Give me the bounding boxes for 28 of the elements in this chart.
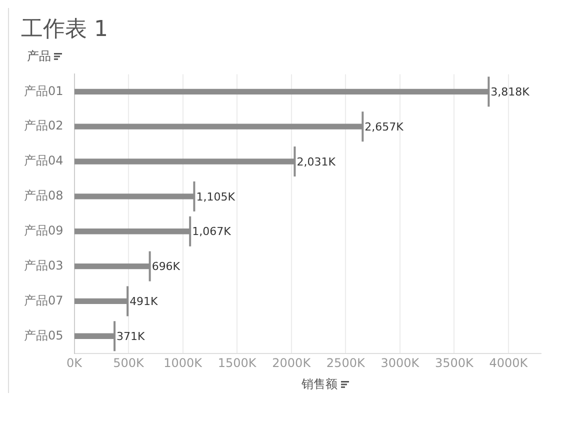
x-tick-label: 3000K	[380, 356, 420, 370]
x-tick-label: 3500K	[434, 356, 474, 370]
x-tick-label: 2000K	[272, 356, 312, 370]
data-label: 2,657K	[364, 120, 404, 134]
x-tick-label: 2500K	[326, 356, 366, 370]
y-tick-label: 产品09	[24, 223, 64, 238]
y-tick-label: 产品04	[24, 154, 64, 168]
y-tick-label: 产品02	[24, 118, 64, 133]
x-tick-label: 1000K	[164, 356, 204, 370]
x-tick-label: 0K	[66, 356, 84, 370]
data-label: 696K	[152, 260, 181, 274]
data-label: 1,067K	[192, 225, 232, 238]
y-tick-label: 产品05	[24, 328, 64, 342]
x-tick-label: 4000K	[489, 356, 529, 370]
y-tick-label: 产品03	[24, 258, 64, 272]
y-tick-label: 产品01	[24, 84, 64, 98]
data-label: 3,818K	[490, 86, 530, 99]
data-label: 371K	[116, 330, 146, 343]
data-label: 2,031K	[296, 155, 336, 168]
y-axis-title: 产品	[27, 48, 51, 64]
y-tick-label: 产品07	[24, 293, 64, 308]
data-label: 491K	[130, 295, 159, 308]
x-tick-label: 500K	[113, 356, 146, 370]
x-axis-title: 销售额	[302, 376, 338, 393]
x-tick-label: 1500K	[218, 356, 258, 370]
data-label: 1,105K	[196, 190, 236, 204]
y-tick-label: 产品08	[24, 188, 64, 203]
chart-title: 工作表 1	[21, 16, 109, 44]
